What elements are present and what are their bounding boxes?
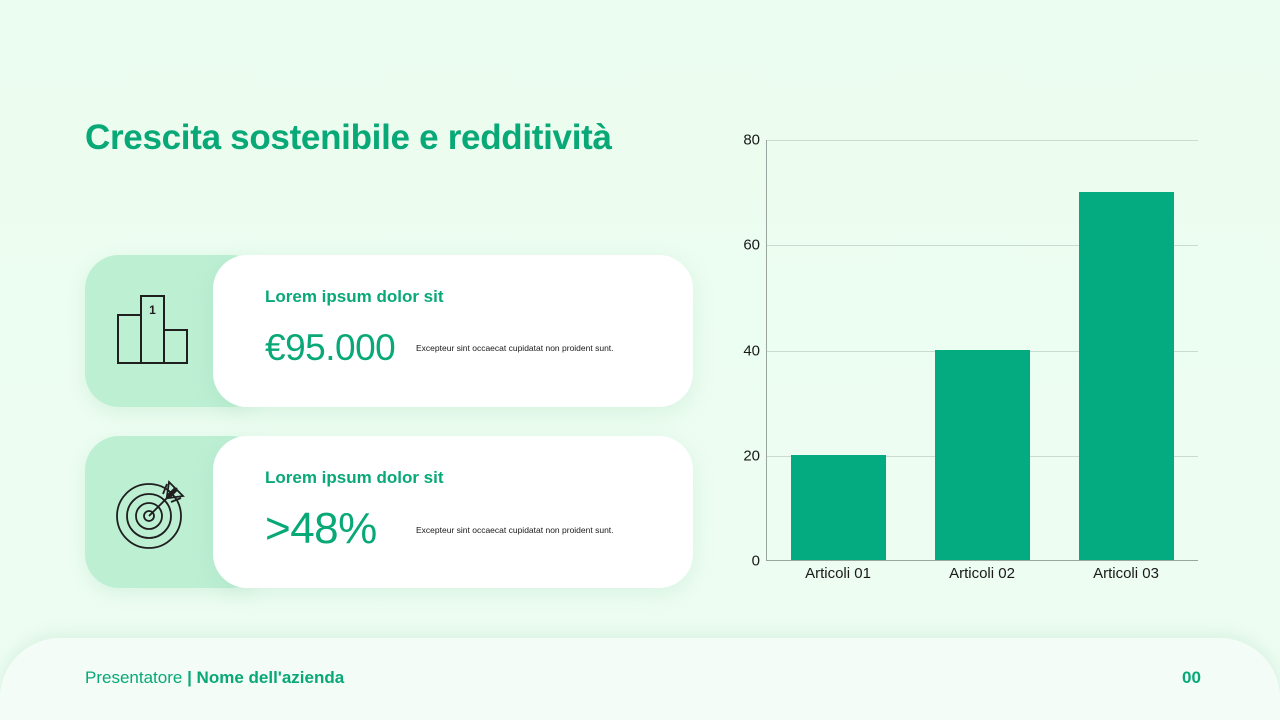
bar <box>790 454 886 560</box>
footer: Presentatore | Nome dell'azienda 00 <box>0 638 1280 720</box>
y-tick-label: 20 <box>743 447 760 465</box>
page-number: 00 <box>1182 668 1201 687</box>
card-value: >48% <box>265 504 377 553</box>
target-arrow-icon <box>116 480 185 549</box>
gridline <box>767 245 1198 247</box>
bar-chart: 0 20 40 60 80 Articoli 01 Articoli 02 Articoli… <box>720 120 1220 600</box>
footer-separator: | <box>182 668 197 687</box>
y-tick-label: 40 <box>743 342 760 359</box>
x-tick-label: Articoli 01 <box>805 565 871 582</box>
card-panel <box>213 436 693 588</box>
card-heading: Lorem ipsum dolor sit <box>265 287 444 306</box>
bar <box>934 349 1030 560</box>
slide-title: Crescita sostenibile e redditività <box>85 118 612 157</box>
card-description: Excepteur sint occaecat cupidatat non pr… <box>416 525 614 535</box>
podium-icon: 1 <box>117 295 188 364</box>
x-tick-label: Articoli 02 <box>949 565 1015 582</box>
y-tick-label: 0 <box>751 552 760 570</box>
bar <box>1078 191 1174 560</box>
gridline <box>767 140 1198 141</box>
plot-area <box>766 140 1198 561</box>
presenter-name: Presentatore <box>85 668 183 687</box>
stat-card-growth: Lorem ipsum dolor sit >48% Excepteur sin… <box>85 436 693 588</box>
y-tick-label: 60 <box>743 236 760 254</box>
card-panel <box>213 255 693 407</box>
card-description: Excepteur sint occaecat cupidatat non pr… <box>416 343 614 353</box>
card-value: €95.000 <box>265 327 396 368</box>
y-tick-label: 80 <box>743 131 760 149</box>
svg-text:1: 1 <box>149 303 156 317</box>
x-tick-label: Articoli 03 <box>1093 565 1159 582</box>
stat-card-revenue: 1 Lorem ipsum dolor sit €95.000 Excepteu… <box>85 255 693 407</box>
footer-presenter-line: Presentatore | Nome dell'azienda <box>85 668 344 688</box>
card-heading: Lorem ipsum dolor sit <box>265 468 444 487</box>
company-name: Nome dell'azienda <box>196 668 345 687</box>
